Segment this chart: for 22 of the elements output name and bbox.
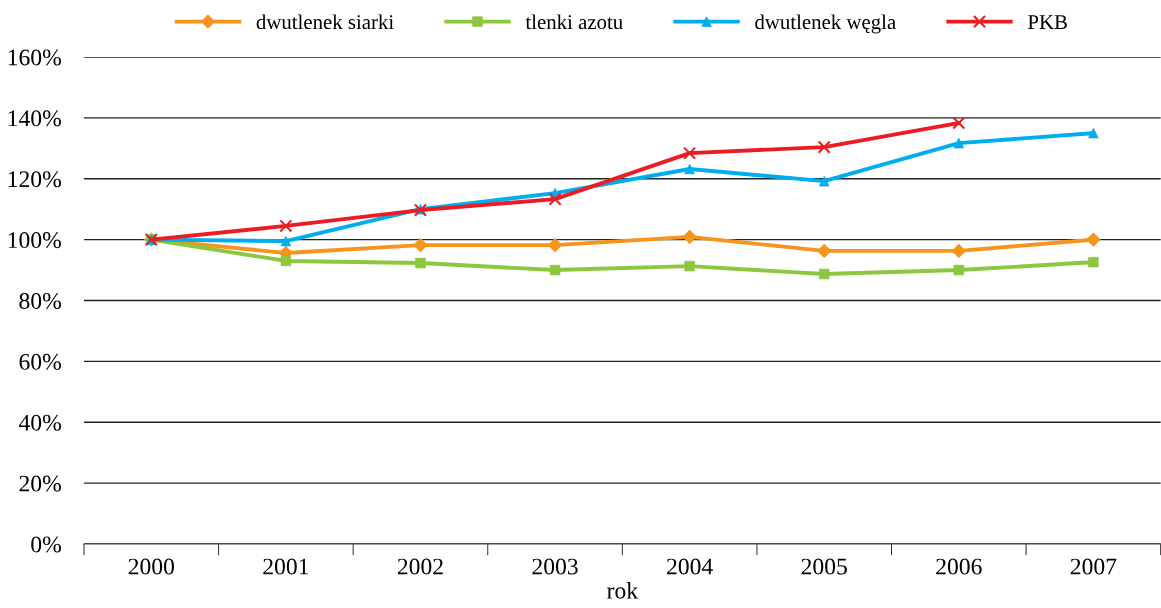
y-tick-label: 0% bbox=[31, 536, 61, 553]
y-tick-label: 120% bbox=[8, 171, 61, 188]
x-axis-title: rok bbox=[607, 582, 639, 599]
legend-label: tlenki azotu bbox=[525, 14, 623, 30]
x-tick-label: 2006 bbox=[936, 558, 982, 575]
y-tick-label: 160% bbox=[8, 49, 61, 66]
y-tick-label: 40% bbox=[18, 414, 61, 431]
x-tick-label: 2004 bbox=[667, 558, 713, 575]
x-tick-label: 2007 bbox=[1070, 558, 1117, 575]
legend-label: dwutlenek siarki bbox=[256, 14, 394, 30]
y-tick-label: 80% bbox=[19, 292, 61, 309]
legend-label: dwutlenek węgla bbox=[755, 14, 896, 34]
x-tick-label: 2002 bbox=[397, 558, 443, 575]
y-tick-label: 60% bbox=[19, 353, 61, 370]
x-tick-label: 2005 bbox=[801, 558, 847, 575]
x-tick-label: 2001 bbox=[263, 558, 309, 575]
y-tick-label: 20% bbox=[19, 475, 61, 492]
legend-label: PKB bbox=[1028, 15, 1067, 29]
y-tick-label: 100% bbox=[8, 232, 61, 249]
x-tick-label: 2003 bbox=[532, 558, 578, 575]
y-tick-label: 140% bbox=[8, 110, 61, 127]
x-tick-label: 2000 bbox=[128, 558, 174, 575]
